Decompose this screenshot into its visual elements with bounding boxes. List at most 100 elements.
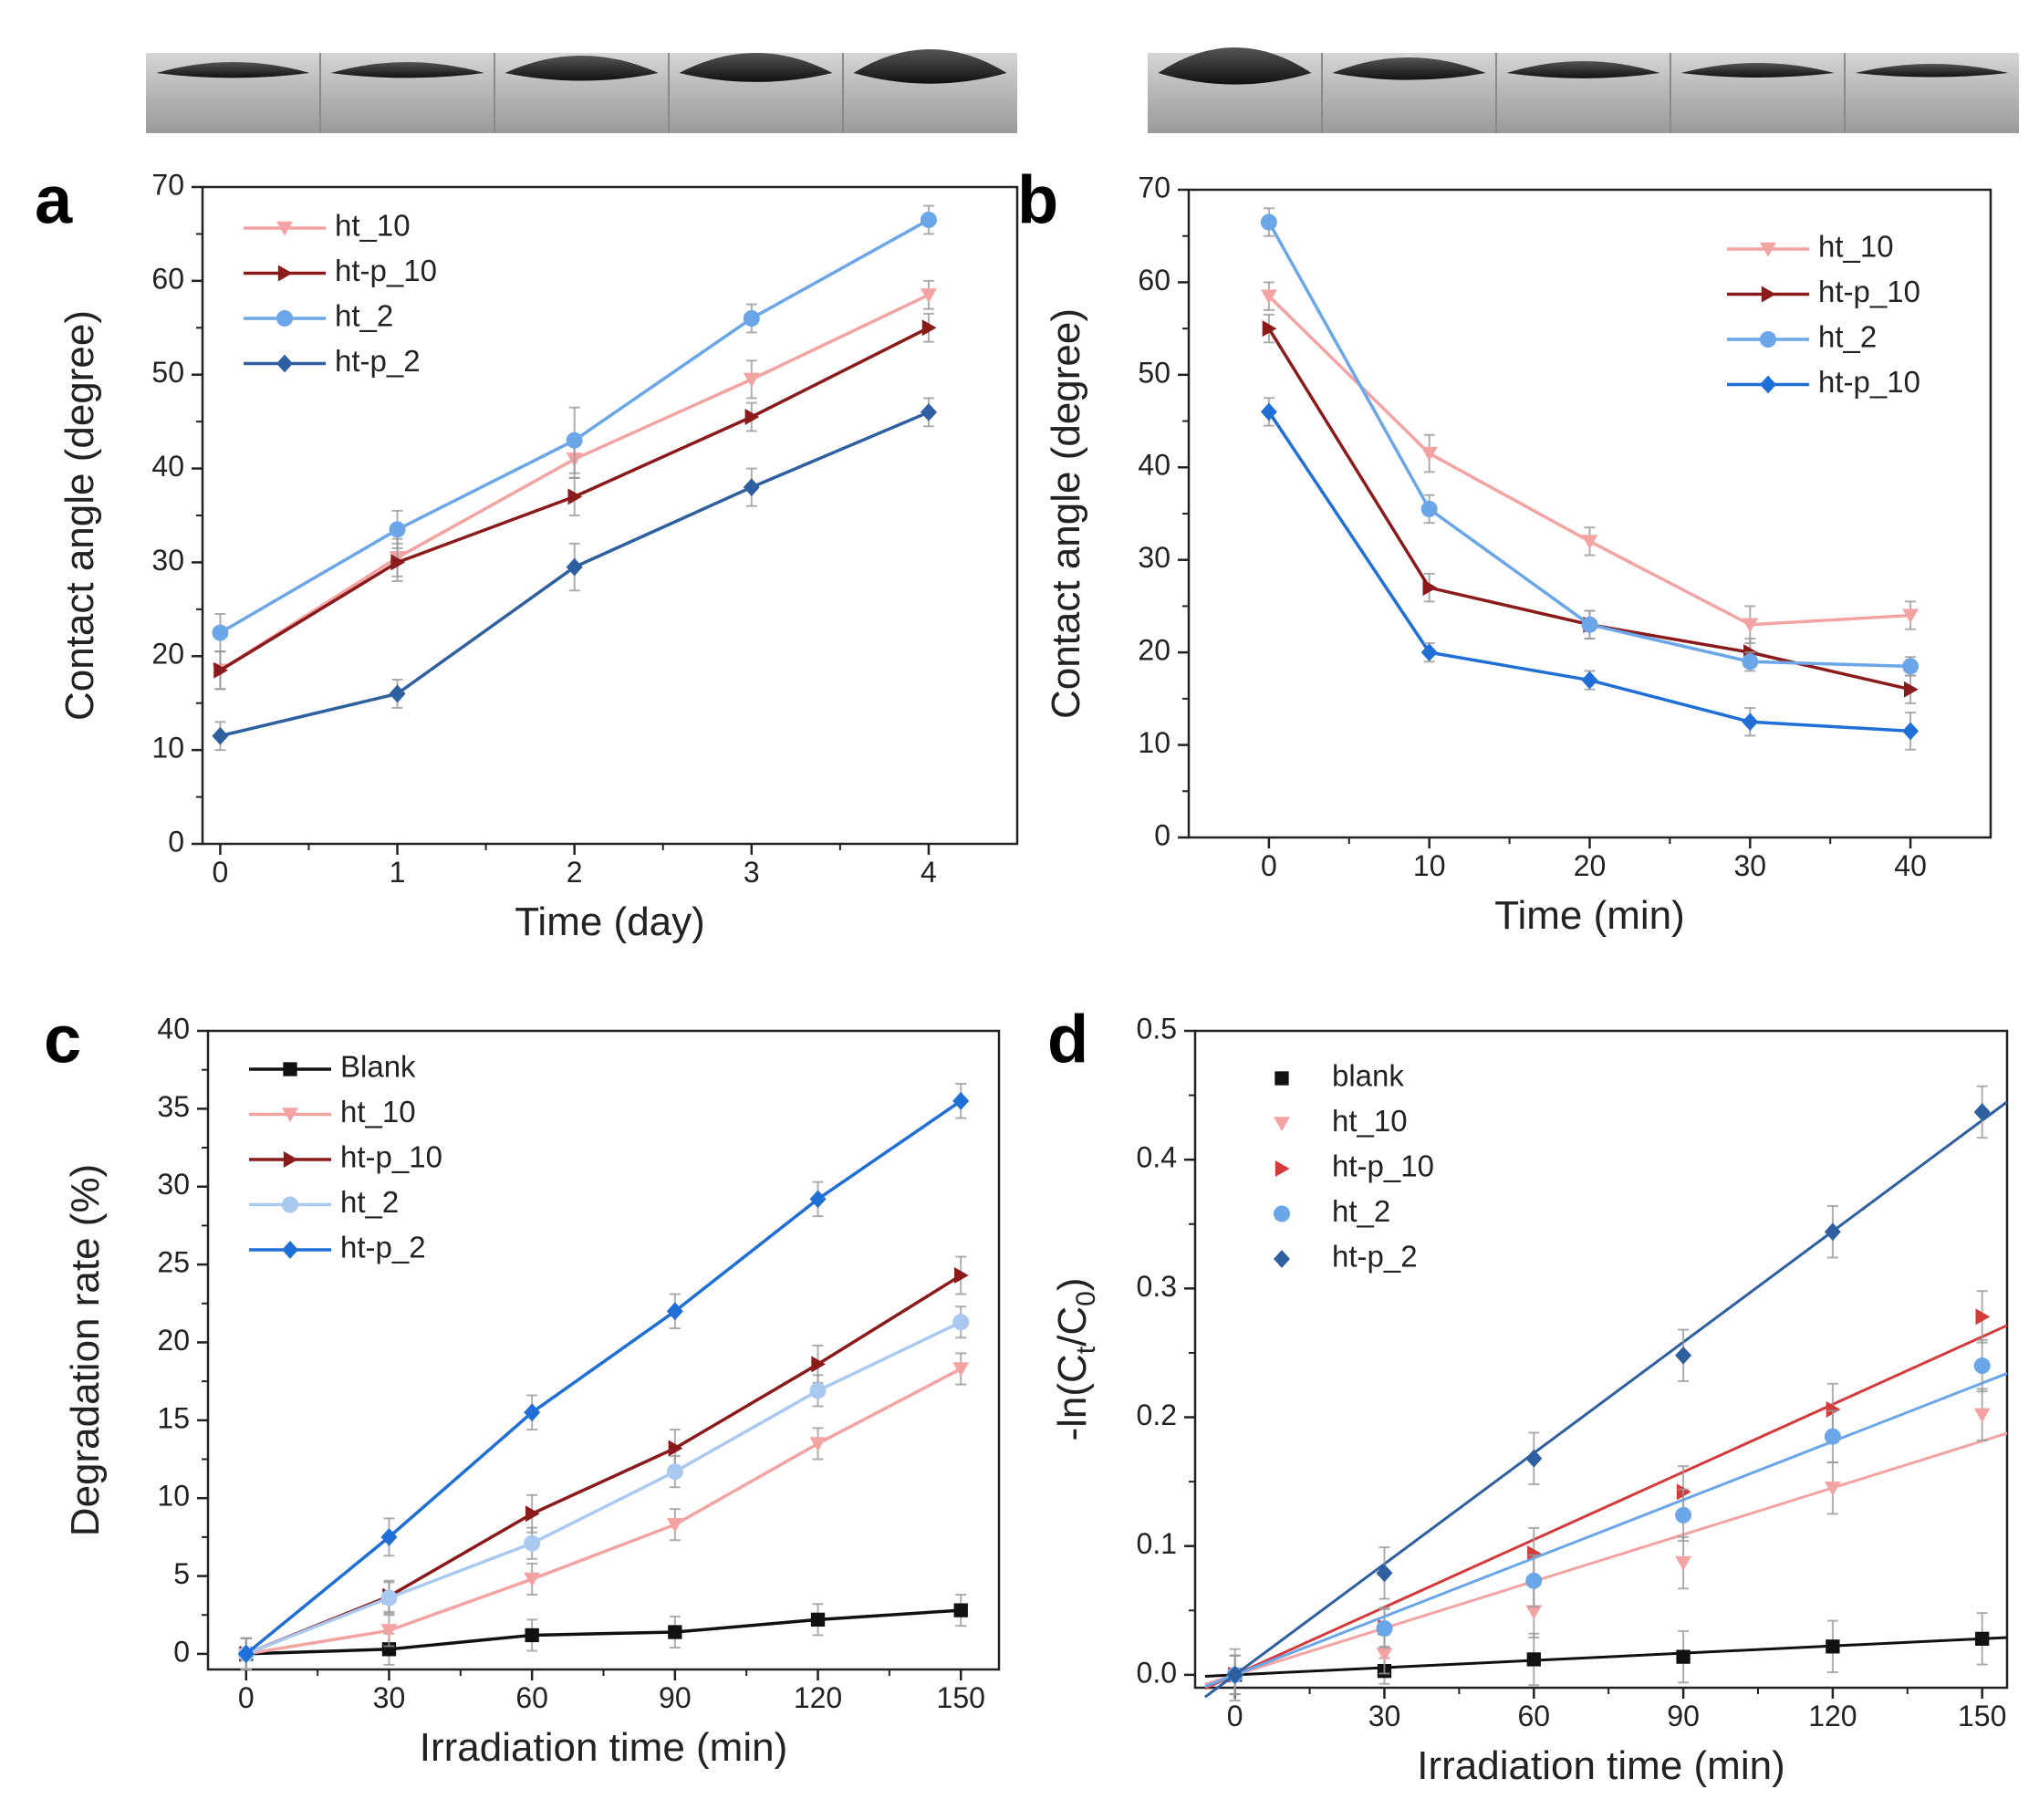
data-point — [1525, 1605, 1543, 1620]
legend-item: ht_10 — [1727, 230, 1894, 264]
data-point — [276, 310, 293, 327]
legend-item: ht_2 — [1274, 1194, 1390, 1228]
y-tick-label: 40 — [157, 1012, 190, 1045]
legend-label: ht_2 — [340, 1185, 399, 1219]
data-point — [1525, 1449, 1543, 1468]
droplet-image — [1332, 57, 1486, 80]
data-point — [809, 1437, 827, 1451]
series-ht_10 — [1260, 281, 1919, 644]
data-point — [1376, 1648, 1393, 1662]
data-point — [1581, 535, 1598, 549]
y-tick-label: 40 — [1138, 449, 1170, 482]
data-point — [1973, 1408, 1991, 1423]
droplet-image — [1158, 47, 1312, 85]
y-tick-label: 70 — [1138, 171, 1170, 203]
data-point — [1742, 618, 1759, 633]
chart-panel-c: c 0 5 10 15 20 25 30 35 40 0 30 60 90 120 150 Irradiatio… — [44, 1002, 1001, 1770]
legend-label: ht_10 — [335, 209, 411, 243]
y-tick-label: 0.3 — [1137, 1270, 1177, 1303]
data-point — [1902, 658, 1919, 675]
series-line — [244, 1099, 962, 1656]
y-tick-label: 0 — [173, 1635, 190, 1668]
data-point — [811, 1356, 827, 1373]
data-point — [380, 1624, 398, 1638]
legend-item: ht_10 — [244, 209, 411, 243]
data-point — [212, 726, 229, 745]
data-point — [920, 402, 937, 421]
x-tick-label: 30 — [1368, 1700, 1401, 1732]
data-point — [389, 684, 406, 703]
y-tick-label: 70 — [151, 168, 184, 201]
data-point — [743, 310, 760, 327]
data-point — [1260, 289, 1277, 305]
panel-letter: b — [1017, 162, 1058, 238]
x-tick-label: 150 — [1958, 1700, 2006, 1732]
fit-line — [1204, 1431, 2008, 1686]
data-point — [1903, 681, 1919, 698]
series-ht-p_10 — [239, 1255, 969, 1670]
legend-item: ht-p_10 — [1274, 1149, 1434, 1183]
series-line — [1267, 221, 1911, 669]
data-point — [1760, 375, 1776, 394]
data-point — [1526, 1652, 1541, 1667]
series-ht_10 — [1204, 1388, 2008, 1696]
chart-panel-b: b 0 10 20 30 40 50 60 70 0 10 20 30 40 Time (min) Conta… — [1017, 162, 1992, 938]
y-tick-label: 30 — [157, 1168, 190, 1201]
data-point — [524, 1534, 541, 1552]
data-point — [276, 221, 293, 236]
legend-item: ht_10 — [249, 1095, 416, 1128]
data-point — [743, 478, 760, 497]
data-point — [1824, 1222, 1841, 1242]
legend-item: ht_10 — [1274, 1104, 1408, 1138]
x-tick-label: 120 — [794, 1681, 842, 1714]
x-tick-label: 60 — [1517, 1700, 1550, 1732]
y-tick-label: 60 — [1138, 264, 1170, 296]
series-Blank — [239, 1594, 968, 1670]
data-point — [1260, 213, 1277, 231]
panel-letter: d — [1047, 1002, 1088, 1077]
legend: Blank ht_10 ht-p_10 ht_2 ht-p_2 — [249, 1050, 442, 1264]
data-point — [1274, 1250, 1290, 1268]
x-axis-label: Time (min) — [1494, 893, 1685, 938]
data-point — [1826, 1401, 1841, 1419]
data-point — [389, 521, 406, 538]
fit-line — [1204, 1324, 2008, 1690]
droplet-image — [505, 56, 659, 81]
data-point — [1274, 1205, 1290, 1222]
y-tick-label: 0 — [1154, 818, 1170, 851]
x-tick-label: 30 — [1734, 849, 1767, 882]
x-tick-label: 20 — [1574, 849, 1607, 882]
data-point — [668, 1440, 683, 1457]
data-point — [524, 1403, 541, 1422]
data-point — [1675, 1555, 1692, 1571]
x-axis-label: Time (day) — [515, 900, 705, 944]
x-tick-label: 0 — [1261, 849, 1277, 882]
y-axis-label: Contact angle (degree) — [57, 310, 102, 721]
fit-line — [1204, 1100, 2008, 1699]
data-point — [276, 354, 293, 373]
y-tick-label: 0.0 — [1137, 1656, 1177, 1689]
data-point — [1420, 446, 1438, 462]
legend-label: ht-p_10 — [340, 1140, 442, 1174]
legend-label: ht-p_10 — [1818, 365, 1920, 399]
series-ht-p_10 — [1260, 397, 1919, 751]
x-tick-label: 90 — [659, 1681, 692, 1714]
data-point — [666, 1518, 683, 1533]
fit-line — [1204, 1372, 2008, 1689]
y-tick-label: 10 — [157, 1480, 190, 1513]
x-tick-label: 0 — [213, 856, 229, 889]
data-point — [213, 661, 228, 679]
series-ht-p_2 — [212, 397, 937, 752]
y-tick-label: 50 — [151, 356, 184, 389]
series-ht-p_2 — [1204, 1085, 2008, 1699]
data-point — [1422, 579, 1438, 597]
legend-label: ht_10 — [1332, 1104, 1408, 1138]
legend-label: ht-p_10 — [335, 254, 437, 287]
legend-label: blank — [1332, 1059, 1404, 1093]
series-line — [245, 1608, 962, 1656]
droplet-image — [1855, 64, 2009, 78]
x-tick-label: 30 — [373, 1681, 406, 1714]
chart-panel-a: a 0 10 20 30 40 50 60 70 0 1 2 3 4 Time (day) Contact a… — [35, 162, 1019, 944]
data-point — [1525, 1572, 1543, 1589]
legend-label: ht_2 — [335, 299, 393, 333]
